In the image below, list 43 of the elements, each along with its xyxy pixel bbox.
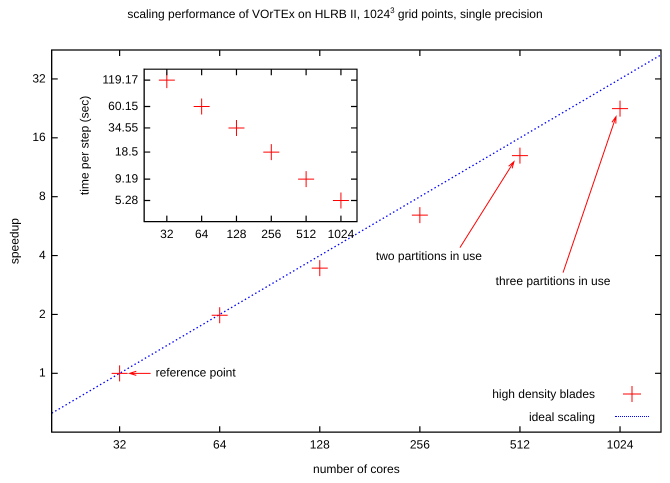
- y-tick-label: 8: [39, 189, 46, 204]
- point: [262, 144, 280, 161]
- x-tick-label: 64: [213, 438, 227, 452]
- legend-label: ideal scaling: [528, 410, 595, 424]
- y-axis-title: speedup: [8, 218, 22, 264]
- x-axis-title: number of cores: [313, 462, 400, 476]
- chart-title: scaling performance of VOrTEx on HLRB II, 1024$^{3}$ grid points, single precision: [126, 6, 544, 21]
- x-tick-label: 256: [410, 438, 430, 452]
- point: [612, 100, 629, 118]
- y-tick-label: 2: [39, 306, 46, 321]
- y-tick-label: 4: [39, 248, 46, 262]
- point: [332, 192, 350, 210]
- x-tick-label: 128: [310, 438, 330, 452]
- x-tick-label: 128: [226, 227, 247, 242]
- x-tick-label: 32: [160, 227, 174, 242]
- y-tick-label: 34.55: [108, 120, 139, 134]
- annotation: three partitions in use: [496, 274, 611, 288]
- annotation: reference point: [156, 366, 236, 380]
- x-tick-label: 1024: [606, 438, 634, 452]
- y-tick-label: 16: [32, 130, 46, 144]
- x-tick-label: 256: [261, 227, 282, 242]
- point: [211, 306, 228, 324]
- x-tick-label: 512: [296, 227, 316, 242]
- point: [411, 206, 428, 224]
- point: [511, 147, 528, 164]
- y-tick-label: 5.28: [114, 192, 139, 207]
- point: [111, 364, 128, 382]
- y-tick-label: 60.15: [108, 98, 139, 113]
- point: [311, 260, 328, 277]
- x-tick-label: 1024: [328, 227, 355, 242]
- y-tick-label: 32: [32, 71, 46, 86]
- y-tick-label: 9.19: [114, 171, 139, 186]
- y-tick-label: 119.17: [102, 72, 139, 86]
- y-axis-title: time per step (sec): [78, 96, 92, 196]
- y-tick-label: 18.5: [114, 144, 139, 158]
- y-tick-label: 1: [39, 366, 46, 380]
- point: [298, 170, 315, 188]
- x-tick-label: 64: [194, 227, 209, 242]
- point: [193, 98, 210, 116]
- x-tick-label: 512: [510, 438, 530, 452]
- legend-label: high density blades: [492, 386, 595, 401]
- annotation: two partitions in use: [376, 248, 482, 263]
- point: [228, 119, 245, 136]
